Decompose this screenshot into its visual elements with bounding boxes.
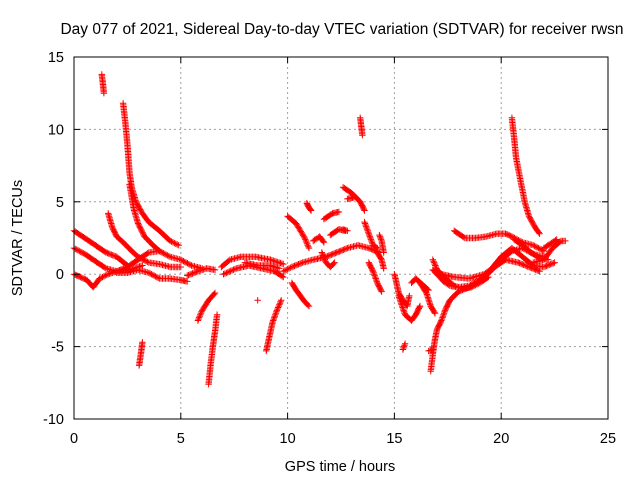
data-point-markers: [284, 213, 313, 252]
data-track-track-12: [205, 311, 221, 388]
data-point-markers: [288, 279, 313, 310]
y-tick-label: 15: [48, 50, 64, 66]
grid-lines: [74, 57, 608, 419]
data-track-track-10: [184, 265, 219, 279]
data-point-markers: [113, 266, 191, 285]
y-tick-label: 0: [56, 267, 64, 283]
data-point-markers: [218, 253, 287, 271]
data-point-markers: [126, 181, 206, 272]
data-point-markers: [508, 114, 543, 237]
data-point-markers: [263, 297, 285, 355]
data-track-track-07: [126, 181, 206, 272]
data-point-markers: [318, 249, 338, 271]
data-track-track-24: [320, 208, 343, 223]
x-tick-label: 0: [70, 431, 78, 447]
data-track-track-48: [540, 236, 560, 252]
data-track-track-33: [376, 231, 387, 256]
axis-ticks: [73, 56, 609, 420]
y-tick-label: -5: [51, 340, 64, 356]
data-track-track-04: [98, 71, 108, 97]
x-tick-label: 15: [386, 431, 402, 447]
data-points: [70, 71, 569, 388]
data-track-track-26: [339, 226, 351, 234]
data-track-track-06: [119, 100, 182, 249]
data-point-markers: [357, 114, 366, 139]
data-track-track-23: [318, 249, 338, 271]
data-track-track-13: [218, 253, 287, 271]
x-tick-label: 20: [493, 431, 509, 447]
data-track-track-38: [416, 279, 439, 317]
data-point-markers: [339, 184, 368, 214]
data-track-track-16: [254, 297, 261, 304]
y-tick-labels: -10 -5 0 5 10 15: [43, 50, 64, 428]
data-point-markers: [365, 259, 385, 295]
data-track-track-22: [310, 233, 328, 246]
data-track-track-27: [339, 184, 368, 214]
data-point-markers: [254, 297, 261, 304]
data-track-track-43: [438, 256, 543, 282]
y-tick-label: 10: [48, 122, 64, 138]
data-track-track-11: [194, 289, 219, 324]
data-track-track-21: [303, 200, 315, 214]
data-point-markers: [374, 249, 387, 272]
plot-area-frame: [73, 56, 609, 420]
data-track-track-20: [288, 279, 313, 310]
x-tick-label: 5: [177, 431, 185, 447]
data-point-markers: [438, 256, 543, 282]
data-point-markers: [399, 340, 409, 353]
x-tick-labels: 0 5 10 15 20 25: [70, 431, 616, 447]
data-track-track-28: [344, 194, 357, 203]
data-point-markers: [184, 265, 219, 279]
data-point-markers: [429, 256, 492, 292]
data-track-track-17: [263, 297, 285, 355]
x-axis-label: GPS time / hours: [285, 459, 395, 475]
chart-title: Day 077 of 2021, Sidereal Day-to-day VTE…: [60, 21, 623, 38]
data-point-markers: [416, 279, 439, 317]
data-point-markers: [303, 200, 315, 214]
data-track-track-15: [241, 259, 283, 272]
data-point-markers: [241, 259, 283, 272]
y-axis-label: SDTVAR / TECUs: [10, 180, 26, 296]
data-track-track-37: [399, 340, 409, 353]
data-track-track-32: [365, 259, 385, 295]
data-point-markers: [320, 208, 343, 223]
data-point-markers: [339, 226, 351, 234]
data-point-markers: [98, 71, 108, 97]
data-point-markers: [376, 231, 387, 256]
data-point-markers: [395, 292, 424, 324]
data-track-track-19: [284, 213, 313, 252]
data-track-track-30: [361, 218, 381, 252]
data-track-track-09: [135, 339, 146, 369]
data-track-track-47: [530, 237, 569, 266]
data-point-markers: [310, 233, 328, 246]
data-point-markers: [540, 236, 560, 252]
data-point-markers: [105, 210, 184, 271]
data-point-markers: [135, 339, 146, 369]
data-track-track-42: [429, 256, 492, 292]
data-point-markers: [344, 194, 357, 203]
data-point-markers: [119, 100, 182, 249]
y-tick-label: -10: [43, 412, 64, 428]
data-point-markers: [530, 237, 569, 266]
data-point-markers: [361, 218, 381, 252]
data-track-track-31: [374, 249, 387, 272]
data-track-track-08: [113, 266, 191, 285]
data-track-track-45: [508, 114, 543, 237]
x-tick-label: 25: [600, 431, 616, 447]
data-track-track-29: [357, 114, 366, 139]
data-point-markers: [205, 311, 221, 388]
data-track-track-05: [105, 210, 184, 271]
data-point-markers: [194, 289, 219, 324]
data-track-track-35: [395, 292, 424, 324]
x-tick-label: 10: [280, 431, 296, 447]
y-tick-label: 5: [56, 195, 64, 211]
